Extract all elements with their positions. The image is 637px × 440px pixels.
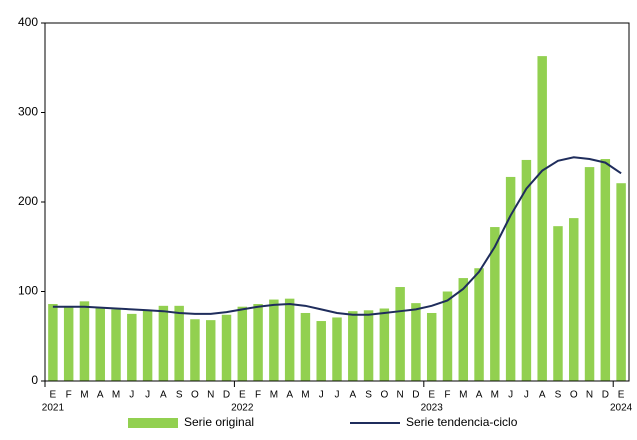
- bar: [569, 218, 579, 381]
- y-tick-label: 300: [18, 105, 38, 119]
- x-tick-label: D: [412, 390, 419, 401]
- bar: [584, 167, 595, 381]
- x-tick-label: A: [349, 390, 356, 401]
- x-tick-label: M: [491, 390, 499, 401]
- x-tick-label: O: [570, 390, 578, 401]
- y-tick-label: 200: [18, 194, 38, 208]
- bar: [505, 176, 516, 381]
- bar: [395, 287, 405, 381]
- year-label: 2023: [421, 403, 444, 414]
- x-tick-label: A: [539, 390, 546, 401]
- x-tick-label: F: [66, 390, 72, 401]
- bar: [490, 227, 500, 381]
- x-tick-label: F: [255, 390, 261, 401]
- year-label: 2021: [42, 403, 65, 414]
- x-tick-label: J: [319, 390, 324, 401]
- bar: [458, 278, 469, 381]
- x-tick-label: E: [428, 390, 435, 401]
- bar: [142, 310, 153, 381]
- x-tick-label: M: [301, 390, 309, 401]
- bar: [48, 304, 58, 381]
- bar: [411, 303, 421, 381]
- y-tick-label: 400: [18, 15, 38, 29]
- legend-swatch: [128, 418, 178, 428]
- x-tick-label: E: [239, 390, 246, 401]
- y-tick-label: 100: [18, 284, 38, 298]
- x-tick-label: J: [129, 390, 134, 401]
- x-tick-label: J: [524, 390, 529, 401]
- bar: [426, 312, 437, 381]
- x-tick-label: F: [444, 390, 450, 401]
- legend-label: Serie original: [184, 415, 254, 429]
- x-tick-label: A: [97, 390, 104, 401]
- x-tick-label: M: [270, 390, 278, 401]
- bar: [316, 321, 326, 381]
- bar: [474, 268, 484, 381]
- x-tick-label: M: [80, 390, 88, 401]
- x-tick-label: J: [508, 390, 513, 401]
- bar: [521, 159, 532, 381]
- bar: [616, 183, 626, 381]
- x-tick-label: E: [50, 390, 57, 401]
- trend-line: [52, 156, 622, 316]
- year-label: 2024: [610, 403, 633, 414]
- bar: [95, 307, 105, 381]
- y-tick-label: 0: [31, 373, 38, 387]
- x-tick-label: M: [112, 390, 120, 401]
- bar: [379, 308, 390, 381]
- x-tick-label: D: [223, 390, 230, 401]
- x-tick-label: N: [586, 390, 593, 401]
- x-tick-label: S: [365, 390, 372, 401]
- x-tick-label: E: [618, 390, 625, 401]
- bar: [205, 320, 216, 381]
- x-tick-label: A: [286, 390, 293, 401]
- x-tick-label: A: [160, 390, 167, 401]
- x-tick-label: N: [397, 390, 404, 401]
- bar: [174, 305, 184, 381]
- bar: [553, 226, 563, 381]
- bar: [63, 306, 74, 381]
- bar: [79, 301, 90, 381]
- x-tick-label: O: [191, 390, 199, 401]
- bar: [111, 309, 121, 381]
- x-tick-label: N: [207, 390, 214, 401]
- bar: [363, 310, 374, 381]
- bar: [221, 314, 232, 381]
- x-tick-label: S: [176, 390, 183, 401]
- bar: [190, 319, 200, 381]
- bar: [284, 298, 295, 381]
- bar: [158, 305, 169, 381]
- x-tick-label: J: [145, 390, 150, 401]
- bar: [237, 306, 248, 381]
- bar: [537, 56, 547, 382]
- bar: [253, 304, 263, 381]
- bar: [348, 311, 358, 381]
- x-tick-label: D: [602, 390, 609, 401]
- legend-label: Serie tendencia-ciclo: [406, 415, 518, 429]
- bar: [600, 159, 611, 381]
- x-tick-label: A: [476, 390, 483, 401]
- bar: [300, 312, 311, 381]
- x-tick-label: S: [555, 390, 562, 401]
- bar: [127, 313, 137, 381]
- x-tick-label: O: [380, 390, 388, 401]
- bar: [332, 317, 342, 381]
- year-label: 2022: [231, 403, 254, 414]
- bar: [442, 291, 453, 381]
- bar: [269, 299, 279, 381]
- x-tick-label: M: [459, 390, 467, 401]
- x-tick-label: J: [335, 390, 340, 401]
